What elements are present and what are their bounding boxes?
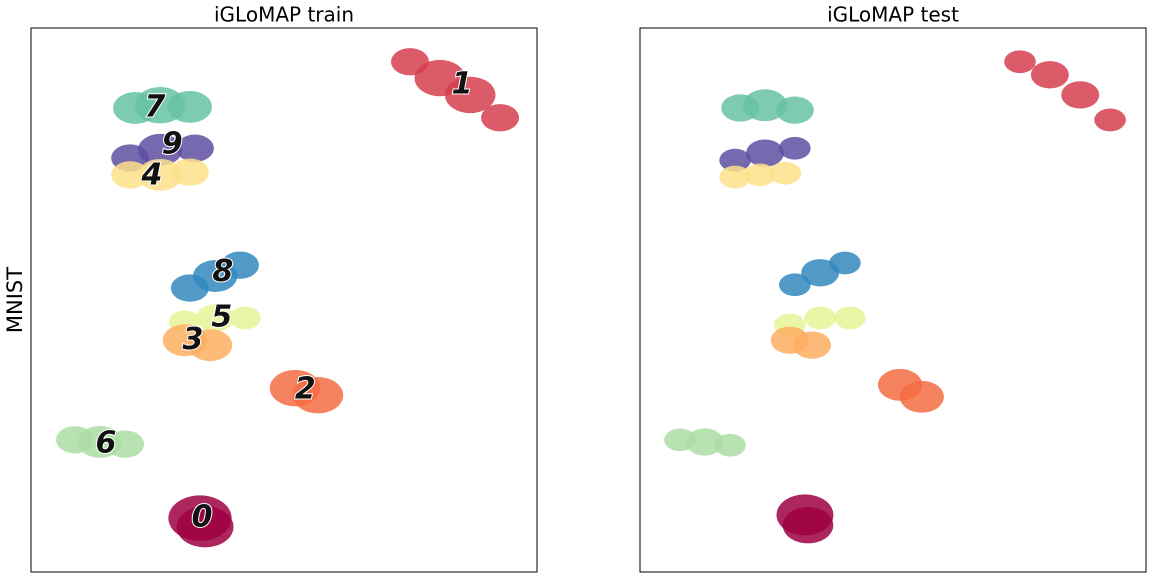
- cluster: [111, 158, 209, 191]
- point-cloud: [187, 329, 233, 362]
- cluster: [162, 324, 233, 362]
- cluster: [170, 251, 259, 302]
- point-cloud: [196, 304, 235, 332]
- cluster: [770, 326, 832, 359]
- point-cloud: [1004, 50, 1036, 74]
- panel: iGLoMAP train MNIST 1 794 8 53 2 6 0: [3, 3, 538, 573]
- cluster: [113, 87, 213, 124]
- chart-title: iGLoMAP train: [214, 3, 354, 27]
- cluster-label: 5: [211, 299, 232, 334]
- cluster: [1004, 50, 1126, 132]
- point-cloud: [444, 76, 496, 114]
- cluster-label: 6: [95, 426, 116, 461]
- cluster: [779, 251, 861, 297]
- chart-title: iGLoMAP test: [827, 3, 959, 27]
- cluster: [721, 89, 814, 124]
- point-cloud: [685, 428, 724, 456]
- cluster-label: 8: [212, 254, 233, 289]
- cluster: [664, 428, 746, 457]
- point-cloud: [1061, 81, 1100, 109]
- cluster: [776, 494, 834, 544]
- point-cloud: [714, 433, 746, 457]
- point-cloud: [229, 306, 261, 330]
- point-cloud: [742, 89, 788, 122]
- point-cloud: [221, 251, 259, 279]
- point-cloud: [744, 163, 776, 187]
- point-cloud: [137, 133, 183, 166]
- point-cloud: [899, 380, 944, 413]
- point-cloud: [137, 158, 183, 191]
- point-cloud: [167, 90, 213, 123]
- point-cloud: [779, 136, 811, 160]
- point-cloud: [1094, 108, 1126, 132]
- cluster: [877, 368, 944, 413]
- cluster-label: 0: [192, 500, 213, 535]
- point-cloud: [106, 430, 145, 458]
- cluster-label: 2: [295, 371, 316, 406]
- plot-frame: [30, 27, 538, 573]
- cluster: [719, 161, 802, 189]
- point-cloud: [175, 134, 214, 162]
- point-cloud: [775, 96, 814, 124]
- point-cloud: [719, 148, 751, 172]
- cluster-label: 1: [452, 67, 473, 102]
- point-cloud: [481, 104, 520, 132]
- point-cloud: [746, 139, 784, 167]
- cluster: [391, 48, 520, 132]
- point-cloud: [292, 376, 344, 414]
- point-cloud: [834, 306, 866, 330]
- point-cloud: [779, 273, 811, 297]
- cluster: [269, 369, 344, 414]
- point-cloud: [719, 165, 751, 189]
- point-cloud: [804, 306, 836, 330]
- point-cloud: [176, 506, 234, 548]
- cluster: [719, 136, 811, 172]
- y-axis-label: MNIST: [3, 267, 27, 333]
- point-cloud: [801, 259, 840, 287]
- cluster-label: 9: [162, 126, 183, 161]
- cluster-label: 4: [140, 157, 162, 192]
- cluster-label: 7: [145, 89, 166, 124]
- cluster: [168, 495, 234, 548]
- plot-frame: [639, 27, 1147, 573]
- point-cloud: [829, 251, 861, 275]
- point-cloud: [782, 507, 834, 544]
- point-cloud: [793, 331, 832, 359]
- point-cloud: [170, 158, 209, 186]
- cluster-label: 3: [182, 322, 203, 357]
- point-cloud: [769, 161, 802, 185]
- cluster: [56, 426, 145, 458]
- point-cloud: [111, 161, 150, 189]
- panel: iGLoMAP test: [639, 3, 1147, 573]
- point-cloud: [1030, 61, 1069, 89]
